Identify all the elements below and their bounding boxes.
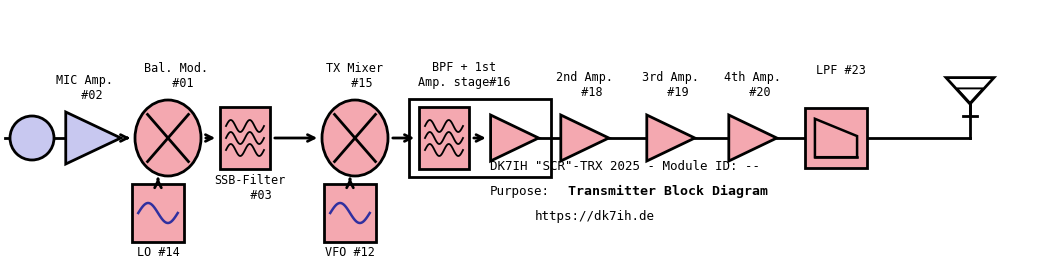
Text: Transmitter Block Diagram: Transmitter Block Diagram (568, 185, 768, 198)
Text: DK7IH "SCR"-TRX 2025 - Module ID: --: DK7IH "SCR"-TRX 2025 - Module ID: -- (490, 160, 760, 173)
Text: VFO #12: VFO #12 (325, 246, 375, 259)
Text: Purpose:: Purpose: (490, 185, 550, 198)
Text: https://dk7ih.de: https://dk7ih.de (535, 210, 655, 223)
Text: MIC Amp.
  #02: MIC Amp. #02 (57, 74, 114, 102)
Ellipse shape (322, 100, 388, 176)
Polygon shape (728, 115, 777, 161)
Text: 2nd Amp.
  #18: 2nd Amp. #18 (556, 71, 614, 99)
Polygon shape (646, 115, 695, 161)
Text: 3rd Amp.
  #19: 3rd Amp. #19 (642, 71, 700, 99)
Ellipse shape (135, 100, 201, 176)
Circle shape (11, 116, 54, 160)
Text: BPF + 1st
Amp. stage#16: BPF + 1st Amp. stage#16 (417, 61, 511, 89)
Bar (220, 107, 270, 169)
Text: LO #14: LO #14 (137, 246, 180, 259)
Text: 4th Amp.
  #20: 4th Amp. #20 (724, 71, 782, 99)
Text: LPF #23: LPF #23 (816, 64, 866, 77)
Text: TX Mixer
  #15: TX Mixer #15 (327, 62, 384, 90)
Bar (805, 108, 867, 168)
Text: SSB-Filter
   #03: SSB-Filter #03 (214, 174, 286, 202)
Bar (419, 107, 469, 169)
Polygon shape (946, 78, 994, 104)
Bar (324, 184, 376, 242)
Bar (409, 99, 551, 177)
Polygon shape (561, 115, 609, 161)
Bar (132, 184, 184, 242)
Text: Bal. Mod.
  #01: Bal. Mod. #01 (144, 62, 208, 90)
Polygon shape (66, 112, 121, 164)
Polygon shape (491, 115, 538, 161)
